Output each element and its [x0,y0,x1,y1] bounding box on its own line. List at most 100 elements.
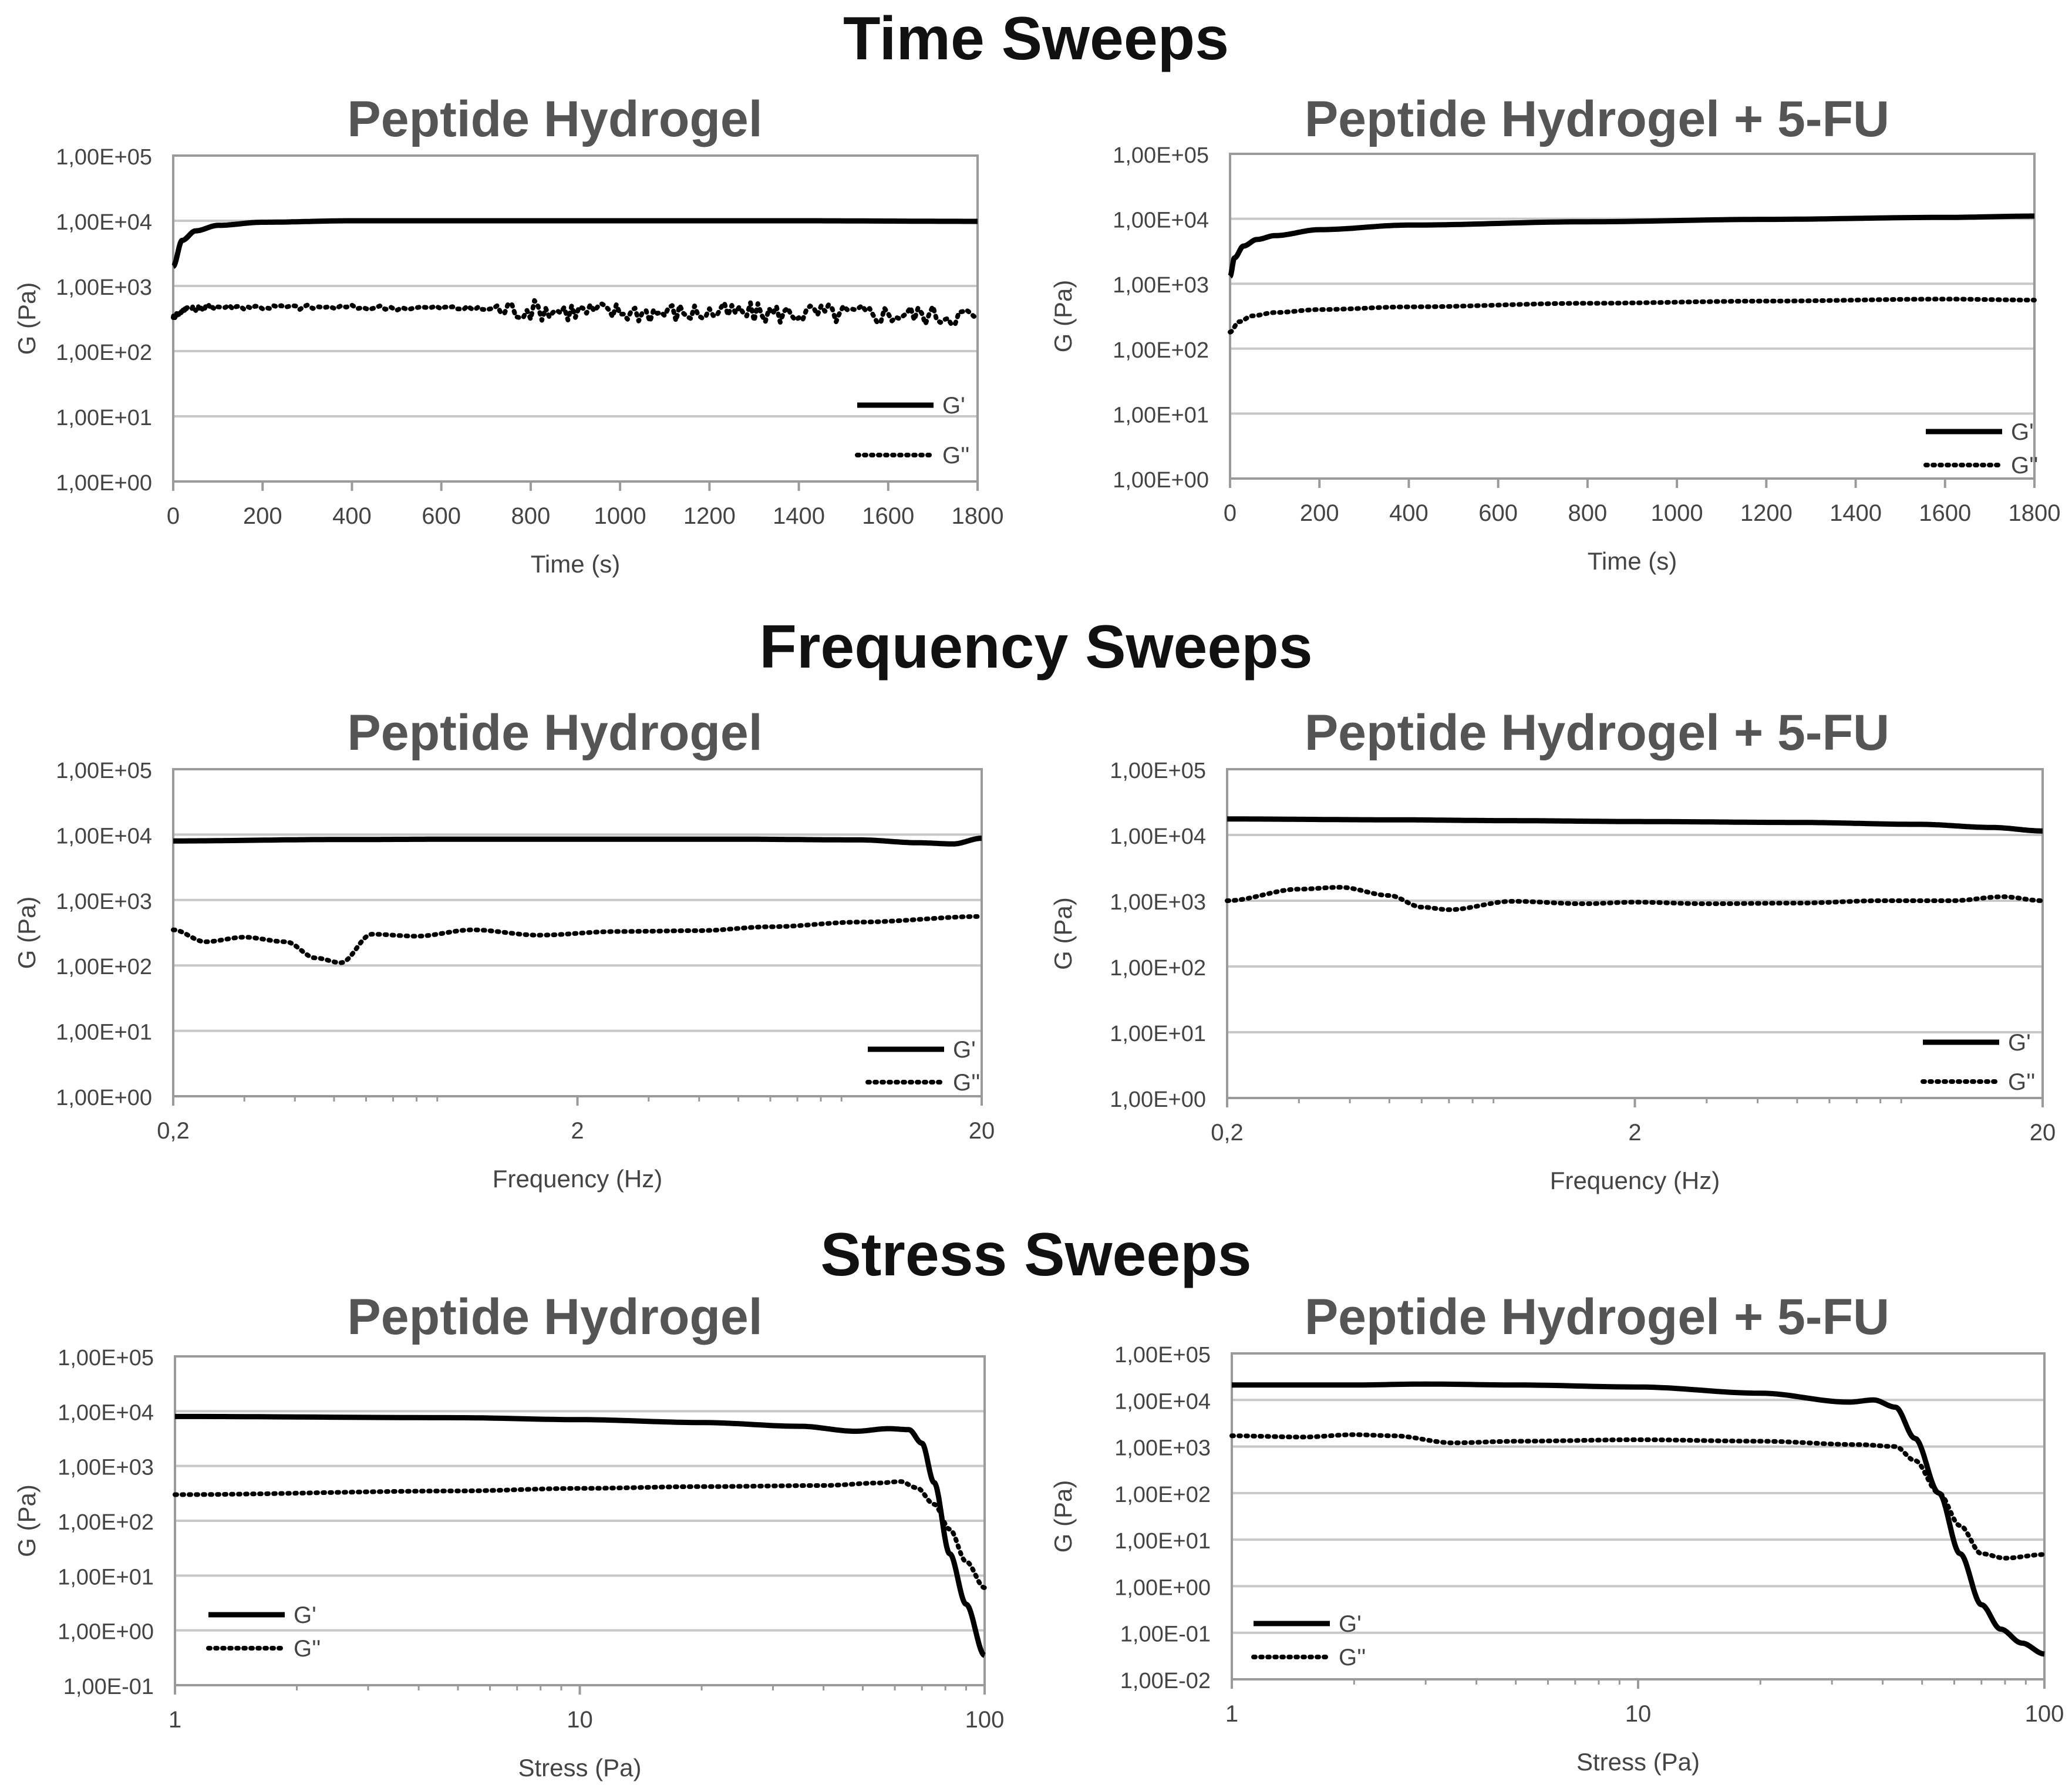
legend-label: G'' [953,1070,980,1096]
x-tick-label: 100 [965,1707,1005,1733]
section-title-time-sweeps: Time Sweeps [843,5,1229,73]
x-axis-label: Time (s) [1588,547,1677,575]
y-axis-label: G (Pa) [1049,1480,1077,1553]
legend-label: G'' [294,1636,321,1662]
legend-label: G'' [2008,1069,2035,1095]
chart-time-left: 1,00E+00 1,00E+01 1,00E+02 1,00E+03 1,00E+04… [13,145,1004,578]
y-tick-label: 1,00E+00 [58,1620,154,1645]
y-tick-label: 1,00E+04 [1113,208,1209,233]
y-tick-label: 1,00E+01 [56,1021,152,1045]
x-axis-label: Stress (Pa) [1576,1748,1700,1776]
panel-title-stress-left: Peptide Hydrogel [347,1289,763,1345]
y-tick-label: 1,00E+00 [56,471,152,496]
legend-label: G' [953,1037,976,1063]
x-tick-label: 1200 [683,503,736,529]
x-tick-label: 400 [1389,500,1428,526]
y-axis-label: G (Pa) [1049,280,1077,353]
x-axis-label: Time (s) [531,550,620,578]
series-line-g-prime [1227,213,2034,279]
x-tick-label: 400 [332,503,372,529]
legend-label: G'' [2011,453,2038,479]
series-line-g-double-prime [171,298,980,327]
y-tick-label: 1,00E+02 [1113,338,1209,363]
series-line-g-double-prime [1229,1432,2047,1561]
y-axis-label: G (Pa) [13,1484,41,1557]
series-line-g-prime [175,1413,986,1658]
legend-label: G'' [942,443,969,469]
y-tick-label: 1,00E+01 [1114,1529,1211,1554]
x-tick-label: 800 [1568,500,1608,526]
legend-label: G' [294,1602,316,1628]
x-tick-label: 1600 [862,503,914,529]
panel-title-freq-left: Peptide Hydrogel [347,705,763,761]
y-tick-label: 1,00E+00 [1110,1087,1206,1112]
panel-title-time-left: Peptide Hydrogel [347,91,763,147]
y-tick-label: 1,00E+00 [1113,468,1209,493]
y-tick-label: 1,00E+02 [56,955,152,979]
x-tick-label: 100 [2025,1701,2064,1727]
y-tick-label: 1,00E+05 [58,1346,154,1370]
y-tick-label: 1,00E+00 [56,1086,152,1110]
panel-title-time-right: Peptide Hydrogel + 5-FU [1304,91,1890,147]
y-axis-label: G (Pa) [13,897,41,969]
y-tick-label: 1,00E+01 [1110,1022,1206,1046]
x-tick-label: 1200 [1740,500,1793,526]
chart-stress-right: 1,00E-02 1,00E-01 1,00E+00 1,00E+01 1,00E+02… [1049,1343,2064,1776]
x-tick-label: 1600 [1919,500,1971,526]
y-tick-label: 1,00E+05 [1114,1343,1211,1368]
y-tick-label: 1,00E+05 [56,759,152,783]
y-tick-label: 1,00E+03 [58,1456,154,1480]
x-tick-label: 1 [1225,1701,1238,1727]
y-axis-label: G (Pa) [13,282,41,355]
legend-label: G'' [1339,1645,1366,1671]
chart-freq-left: 1,00E+00 1,00E+01 1,00E+02 1,00E+03 1,00E+04… [13,759,995,1193]
y-tick-label: 1,00E+02 [1114,1483,1211,1507]
x-tick-label: 0 [1224,500,1237,526]
series-line-g-prime [1227,816,2044,834]
y-tick-label: 1,00E+01 [58,1565,154,1589]
plot-frame [1229,153,2036,480]
section-title-frequency-sweeps: Frequency Sweeps [759,613,1313,681]
x-tick-label: 800 [511,503,551,529]
y-tick-label: 1,00E+02 [56,341,152,365]
y-tick-label: 1,00E+02 [1110,956,1206,981]
x-axis-label: Frequency (Hz) [493,1165,662,1193]
series-line-g-double-prime [1225,885,2045,912]
x-tick-label: 10 [567,1707,593,1733]
x-tick-label: 600 [422,503,461,529]
legend-label: G' [942,393,965,419]
x-axis-label: Stress (Pa) [518,1754,641,1781]
x-tick-label: 2 [571,1118,584,1144]
x-tick-label: 10 [1625,1701,1652,1727]
y-tick-label: 1,00E+03 [1113,273,1209,298]
y-tick-label: 1,00E+04 [1110,824,1206,849]
y-tick-label: 1,00E+04 [1114,1389,1211,1414]
y-tick-label: 1,00E+04 [58,1400,154,1425]
y-tick-label: 1,00E+01 [56,406,152,430]
series-line-g-double-prime [171,914,984,965]
y-tick-label: 1,00E+05 [1113,143,1209,168]
series-line-g-prime [171,218,978,269]
x-tick-label: 600 [1478,500,1518,526]
x-tick-label: 1800 [2009,500,2061,526]
x-axis-label: Frequency (Hz) [1550,1167,1720,1194]
chart-freq-right: 1,00E+00 1,00E+01 1,00E+02 1,00E+03 1,00E+04… [1049,759,2056,1194]
x-tick-label: 1000 [1651,500,1703,526]
legend-label: G' [2008,1030,2031,1056]
x-tick-label: 0 [167,503,180,529]
y-tick-label: 1,00E-01 [63,1675,154,1699]
x-tick-label: 1400 [1830,500,1882,526]
legend-label: G' [1339,1611,1362,1637]
y-tick-label: 1,00E+04 [56,824,152,848]
y-tick-label: 1,00E+01 [1113,403,1209,427]
x-tick-label: 1800 [952,503,1004,529]
x-tick-label: 0,2 [157,1118,190,1144]
x-tick-label: 20 [2030,1120,2056,1146]
series-line-g-double-prime [173,1479,987,1590]
series-line-g-prime [1232,1381,2046,1657]
x-tick-label: 0,2 [1211,1120,1244,1146]
y-axis-label: G (Pa) [1049,897,1077,970]
section-title-stress-sweeps: Stress Sweeps [820,1221,1252,1289]
x-tick-label: 1400 [773,503,825,529]
y-tick-label: 1,00E-01 [1120,1622,1211,1647]
